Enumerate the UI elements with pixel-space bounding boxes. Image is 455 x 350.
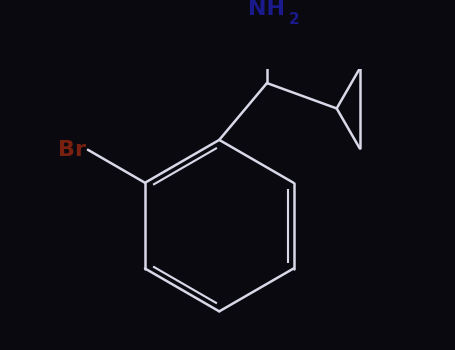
Text: NH: NH	[248, 0, 285, 19]
Text: Br: Br	[58, 140, 86, 160]
Text: 2: 2	[288, 12, 299, 27]
